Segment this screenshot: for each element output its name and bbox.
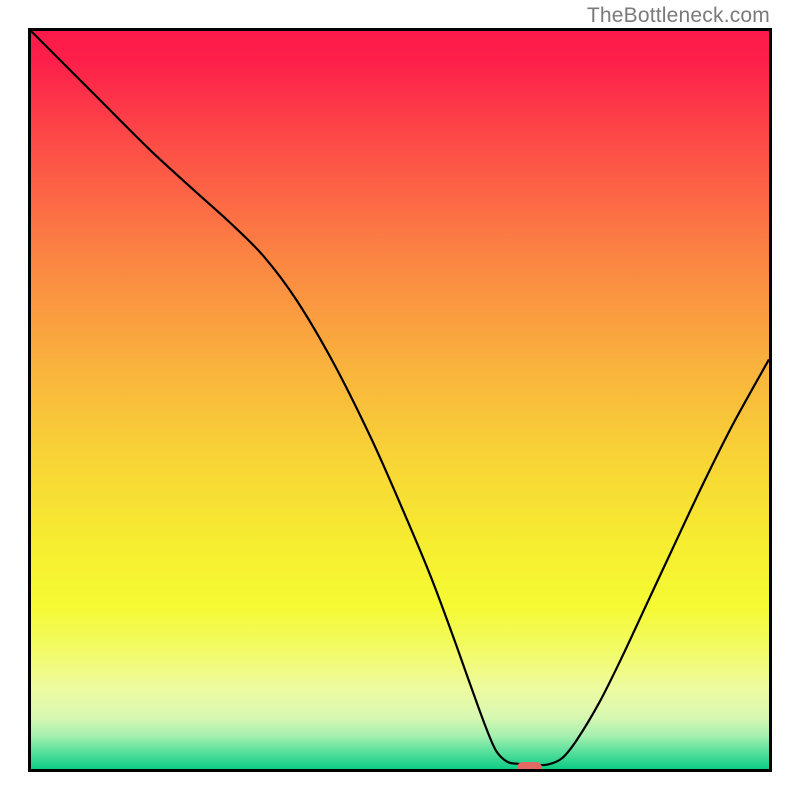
optimum-marker (517, 762, 542, 772)
bottleneck-curve (31, 31, 769, 769)
attribution-label: TheBottleneck.com (587, 4, 770, 28)
plot-area (28, 28, 772, 772)
chart-container: TheBottleneck.com (0, 0, 800, 800)
